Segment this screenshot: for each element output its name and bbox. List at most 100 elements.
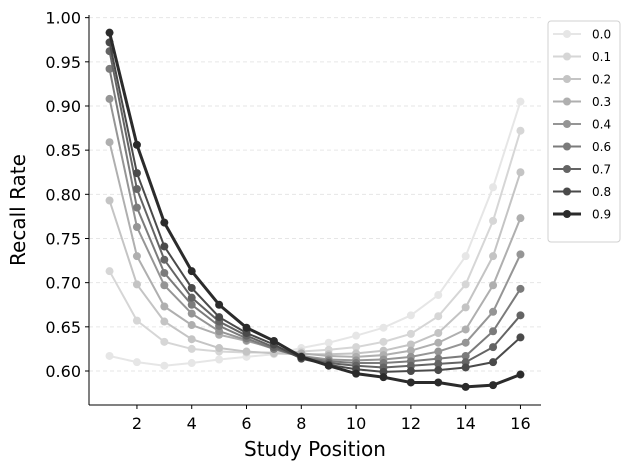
legend-entry: 0.4 — [553, 118, 611, 132]
x-axis-label: Study Position — [244, 437, 386, 461]
data-point — [434, 359, 443, 368]
data-point — [160, 255, 169, 264]
data-point — [406, 378, 415, 387]
data-point — [132, 169, 141, 178]
data-point — [132, 185, 141, 194]
data-point — [187, 309, 196, 318]
x-tick-label: 8 — [296, 414, 306, 433]
data-point — [489, 307, 498, 316]
data-point — [105, 351, 114, 360]
data-point — [352, 369, 361, 378]
x-tick-label: 4 — [187, 414, 197, 433]
legend-entry: 0.8 — [553, 185, 611, 199]
x-tick-label: 2 — [132, 414, 142, 433]
data-point — [406, 329, 415, 338]
legend-label: 0.0 — [592, 28, 611, 42]
y-tick-label: 0.70 — [45, 274, 81, 293]
data-point — [516, 214, 525, 223]
data-point — [160, 281, 169, 290]
x-tick-label: 12 — [401, 414, 421, 433]
data-point — [160, 361, 169, 370]
axes — [88, 15, 541, 406]
x-tick-label: 16 — [510, 414, 530, 433]
data-point — [187, 335, 196, 344]
series-line — [108, 141, 522, 358]
y-tick-label: 0.60 — [45, 362, 81, 381]
x-tick-label: 6 — [241, 414, 251, 433]
series-line — [108, 130, 522, 354]
legend-label: 0.9 — [592, 208, 611, 222]
data-point — [160, 242, 169, 251]
y-tick-label: 0.85 — [45, 141, 81, 160]
data-point — [242, 323, 251, 332]
y-tick-label: 1.00 — [45, 9, 81, 28]
data-point — [434, 291, 443, 300]
data-point — [461, 252, 470, 261]
data-point — [516, 370, 525, 379]
data-point — [187, 300, 196, 309]
legend-entry: 0.6 — [553, 140, 611, 154]
data-point — [516, 250, 525, 259]
data-point — [516, 168, 525, 177]
legend-marker — [563, 187, 571, 196]
x-tick-label: 10 — [346, 414, 366, 433]
legend-marker — [563, 52, 571, 61]
y-tick-label: 0.75 — [45, 229, 81, 248]
series-line — [109, 101, 522, 367]
data-point — [406, 311, 415, 320]
data-point — [489, 358, 498, 367]
y-axis-label: Recall Rate — [6, 154, 30, 266]
data-point — [434, 378, 443, 387]
data-point — [324, 338, 333, 347]
legend-label: 0.6 — [592, 140, 611, 154]
legend-label: 0.2 — [592, 73, 611, 87]
legend: 0.0 0.1 0.2 0.3 0.4 0.6 0.7 0.8 0.9 — [547, 20, 621, 243]
data-point — [132, 358, 141, 367]
series-line — [108, 68, 522, 365]
data-point — [160, 218, 169, 227]
data-point — [489, 381, 498, 390]
gridlines — [89, 17, 541, 372]
data-point — [160, 268, 169, 277]
legend-label: 0.7 — [592, 163, 611, 177]
x-tick-label: 14 — [455, 414, 475, 433]
legend-marker — [563, 120, 571, 128]
legend-entry: 0.1 — [553, 50, 611, 64]
series-0.7 — [105, 47, 525, 372]
data-point — [434, 329, 443, 338]
data-point — [406, 346, 415, 355]
data-point — [132, 140, 141, 149]
data-point — [297, 352, 306, 361]
legend-entry: 0.7 — [553, 163, 611, 177]
series-lines — [105, 28, 525, 391]
data-point — [105, 64, 114, 73]
data-point — [489, 281, 498, 290]
data-point — [461, 338, 470, 347]
legend-marker — [563, 165, 571, 173]
data-point — [215, 300, 224, 309]
data-point — [187, 359, 196, 368]
y-tick-label: 0.80 — [45, 185, 81, 204]
data-point — [105, 94, 114, 103]
legend-label: 0.3 — [592, 95, 611, 109]
series-0.9 — [105, 28, 525, 391]
legend-entry: 0.9 — [553, 208, 611, 222]
legend-marker — [563, 75, 571, 83]
data-point — [461, 303, 470, 312]
y-tick-label: 0.90 — [45, 97, 81, 116]
legend-entry: 0.2 — [553, 73, 611, 87]
data-point — [434, 312, 443, 321]
data-point — [406, 366, 415, 375]
data-point — [242, 347, 251, 356]
data-point — [489, 343, 498, 352]
legend-marker — [563, 210, 571, 218]
series-0.3 — [105, 138, 525, 361]
data-point — [105, 196, 114, 205]
data-point — [215, 355, 224, 364]
legend-marker — [563, 97, 571, 106]
series-line — [108, 42, 522, 373]
legend-marker — [563, 30, 571, 38]
data-point — [406, 340, 415, 349]
